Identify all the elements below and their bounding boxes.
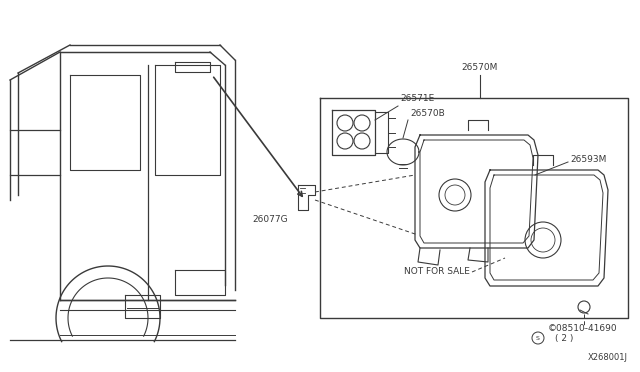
Text: 26077G: 26077G — [252, 215, 288, 224]
Text: 26570M: 26570M — [462, 63, 498, 72]
Text: 26571E: 26571E — [400, 94, 435, 103]
Text: NOT FOR SALE: NOT FOR SALE — [404, 267, 470, 276]
Text: X268001J: X268001J — [588, 353, 628, 362]
Text: 26593M: 26593M — [570, 155, 606, 164]
Text: ©08510-41690: ©08510-41690 — [548, 324, 618, 333]
Text: ( 2 ): ( 2 ) — [555, 334, 573, 343]
Text: 26570B: 26570B — [410, 109, 445, 118]
Text: S: S — [536, 336, 540, 340]
